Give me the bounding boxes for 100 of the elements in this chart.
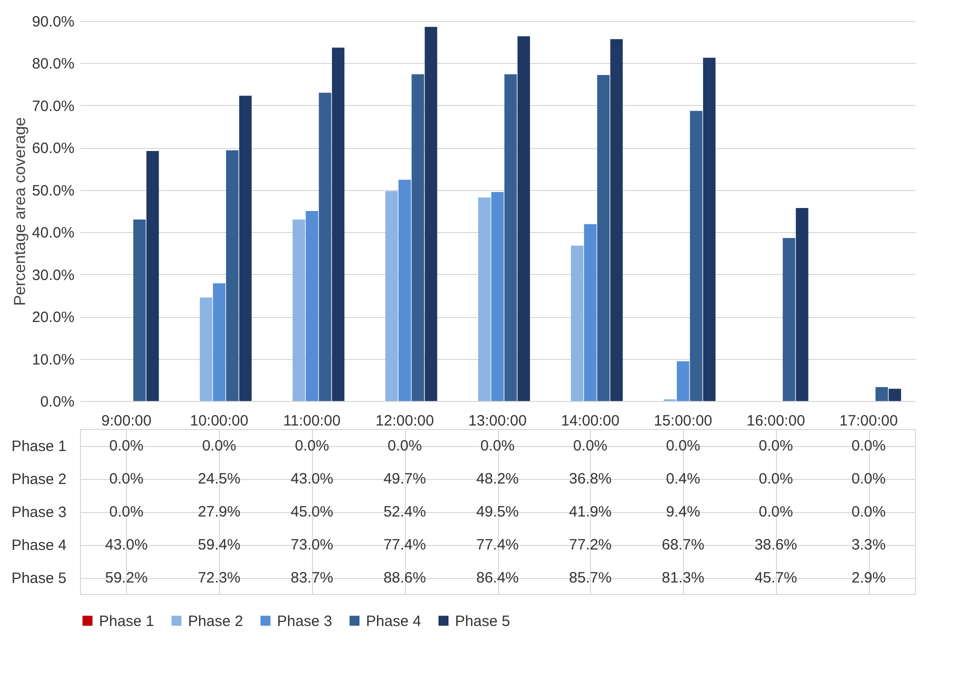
text: Phase 4 (11, 537, 66, 554)
data-label: 83.7% (290, 570, 334, 586)
data-label: 49.7% (383, 470, 426, 488)
bar (226, 150, 239, 401)
data-label: 0.0% (758, 470, 793, 488)
data-label: 0.0% (388, 438, 422, 454)
bar (610, 39, 623, 401)
data-label: 73.0% (290, 536, 334, 554)
data-label: 0.0% (294, 438, 330, 454)
bar (318, 92, 332, 401)
bar (478, 197, 491, 401)
data-label: 0.0% (480, 438, 515, 454)
data-label: 59.2% (105, 570, 148, 586)
bar (782, 238, 796, 401)
data-label: 52.4% (383, 504, 426, 520)
text: Phase 2 (11, 471, 66, 488)
data-label: 0.0% (573, 438, 608, 454)
y-tick-label: 20.0% (32, 309, 74, 326)
bar (597, 75, 610, 401)
bar (385, 191, 398, 401)
bar (306, 211, 318, 401)
data-label: 0.0% (666, 438, 700, 454)
x-tick-label: 14:00:00 (561, 412, 620, 430)
data-label: 2.9% (852, 570, 886, 586)
data-label: 27.9% (198, 504, 240, 520)
bar (424, 26, 438, 401)
data-label: 88.6% (383, 570, 426, 586)
bar (876, 387, 888, 401)
bar (212, 283, 226, 401)
data-label: 85.7% (569, 570, 612, 586)
bar (676, 361, 690, 401)
data-label: 77.2% (569, 536, 612, 554)
data-label: 0.0% (202, 438, 236, 454)
bar (690, 110, 702, 401)
text: Phase 1 (11, 438, 66, 455)
data-label: 0.0% (852, 504, 886, 520)
data-label: 77.4% (476, 536, 519, 554)
x-tick-label: 9:00:00 (101, 412, 152, 430)
x-tick-label: 10:00:00 (190, 412, 248, 430)
y-tick-label: 40.0% (32, 224, 74, 242)
data-label: 0.0% (852, 438, 886, 454)
data-label: 45.0% (290, 504, 334, 520)
bar (239, 96, 252, 401)
y-tick-label: 60.0% (32, 140, 74, 158)
x-tick-label: 11:00:00 (283, 412, 341, 430)
bar (518, 36, 530, 401)
bar (292, 219, 306, 401)
data-label: 72.3% (198, 570, 240, 586)
legend-label: Phase 5 (455, 612, 510, 630)
data-label: 86.4% (476, 570, 519, 586)
bar (584, 224, 597, 401)
y-tick-label: 90.0% (32, 14, 74, 30)
y-tick-label: 50.0% (32, 182, 74, 200)
text: Phase 3 (11, 504, 66, 521)
y-tick-label: 30.0% (32, 266, 74, 284)
data-label: 24.5% (198, 470, 240, 488)
bar (146, 151, 159, 401)
data-label: 0.4% (666, 470, 700, 488)
data-label: 0.0% (758, 504, 793, 520)
data-label: 0.0% (109, 470, 144, 488)
bar (491, 192, 504, 401)
data-label: 38.6% (754, 536, 798, 554)
data-label: 68.7% (662, 536, 704, 554)
y-tick-label: 10.0% (32, 351, 74, 368)
bar (398, 180, 411, 401)
data-label: 48.2% (476, 470, 519, 488)
y-tick-label: 0.0% (40, 394, 74, 410)
data-label: 81.3% (662, 570, 704, 586)
data-label: 0.0% (109, 438, 144, 454)
data-label: 0.0% (852, 470, 886, 488)
bar (412, 74, 424, 401)
y-tick-label: 80.0% (32, 56, 74, 73)
data-label: 49.5% (476, 504, 519, 520)
legend-label: Phase 4 (366, 612, 422, 630)
bar (200, 298, 212, 401)
x-tick-label: 15:00:00 (654, 412, 712, 430)
data-label: 59.4% (198, 536, 240, 554)
y-tick-label: 70.0% (32, 98, 74, 115)
x-tick-label: 12:00:00 (376, 412, 434, 430)
x-tick-label: 13:00:00 (468, 412, 527, 430)
data-label: 36.8% (569, 470, 612, 488)
data-label: 3.3% (852, 536, 886, 554)
data-label: 0.0% (109, 504, 144, 520)
text: Phase 5 (11, 570, 66, 587)
data-label: 45.7% (754, 570, 798, 586)
bar (703, 58, 716, 401)
legend-label: Phase 1 (99, 612, 154, 630)
bar (133, 219, 146, 401)
data-label: 43.0% (105, 536, 148, 554)
legend-label: Phase 3 (277, 612, 332, 630)
legend-label: Phase 2 (188, 612, 244, 630)
bar (888, 388, 902, 401)
x-tick-label: 17:00:00 (839, 412, 898, 430)
data-label: 43.0% (290, 470, 334, 488)
bar (796, 208, 808, 401)
data-label: 41.9% (569, 504, 612, 520)
bar (504, 74, 517, 401)
y-axis-title: Percentage area coverage (12, 117, 29, 306)
bar (570, 246, 584, 401)
data-label: 0.0% (758, 438, 793, 454)
